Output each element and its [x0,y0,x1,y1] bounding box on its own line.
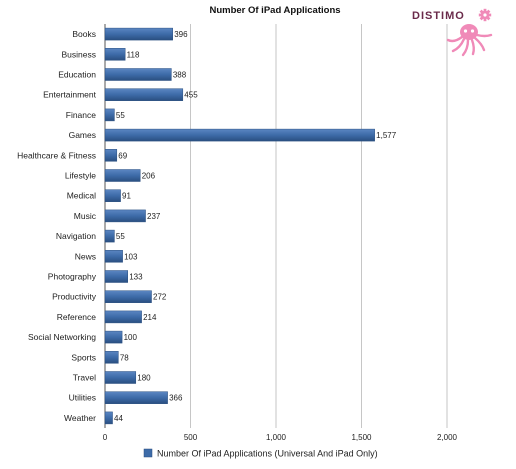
bar [104,351,119,364]
category-label: Photography [48,272,97,282]
category-label: Business [62,49,97,59]
bar [104,270,128,283]
octopus-tentacle [470,38,475,56]
bar [104,149,118,162]
bar [104,391,168,404]
data-label: 180 [137,374,151,383]
category-label: Finance [66,110,97,120]
category-label: Productivity [52,292,97,302]
category-label: Sports [71,352,96,362]
bar [104,48,126,61]
bar [104,250,123,263]
x-tick-label: 500 [184,433,198,442]
category-label: Games [69,130,96,140]
grid-lines [104,24,448,428]
octopus-tentacle [473,36,486,52]
bar [104,189,121,202]
x-tick-label: 1,000 [266,433,287,442]
bar [104,411,113,425]
bar [104,229,115,243]
gear-tooth [486,16,491,21]
value-labels: 396 118 388 455 55 1,577 69 206 91 237 55 103 133 272… [114,30,397,423]
category-label: Travel [73,373,96,383]
bars [104,27,375,425]
category-label: Music [74,211,97,221]
data-label: 237 [147,212,161,221]
category-label: News [75,251,96,261]
octopus-tentacle [461,38,470,57]
data-label: 1,577 [376,131,397,140]
x-tick-label: 1,500 [351,433,372,442]
category-label: Medical [67,191,96,201]
octopus-eye [470,29,475,33]
data-label: 78 [120,353,129,362]
octopus-icon [446,24,493,57]
bar [104,68,172,81]
category-label: Navigation [56,231,96,241]
legend-swatch [143,448,153,458]
category-label: Utilities [69,393,96,403]
category-labels: Books Business Education Entertainment Finan… [17,29,97,423]
bar [104,330,123,344]
category-label: Books [72,29,96,39]
bar [104,209,146,223]
category-label: Lifestyle [65,171,96,181]
category-label: Social Networking [28,332,96,342]
gear-tooth [479,9,484,14]
gear-hole [483,13,487,17]
octopus-tentacle [446,35,464,43]
data-label: 44 [114,414,123,423]
bar [104,169,141,182]
legend: Number Of iPad Applications (Universal A… [143,448,378,459]
x-axis-ticks: 0 500 1,000 1,500 2,000 [103,433,458,442]
data-label: 455 [184,91,198,100]
legend-label: Number Of iPad Applications (Universal A… [157,449,378,459]
data-label: 69 [118,151,127,160]
x-tick-label: 0 [103,433,108,442]
gear-tooth [483,18,487,22]
bar [104,128,375,142]
bar [104,27,173,41]
data-label: 55 [116,232,125,241]
distimo-logo: DISTIMO [412,8,493,57]
data-label: 91 [122,192,131,201]
octopus-head [460,24,478,40]
chart-title: Number Of iPad Applications [209,5,340,16]
octopus-eye [463,29,468,33]
bar [104,290,152,303]
data-label: 366 [169,394,183,403]
gear-tooth [478,13,482,17]
bar [104,310,142,324]
data-label: 100 [124,333,138,342]
data-label: 396 [174,30,188,39]
data-label: 103 [124,252,138,261]
gear-icon [478,8,492,22]
category-label: Reference [57,312,96,322]
category-label: Entertainment [43,90,97,100]
bar [104,88,184,101]
gear-tooth [479,16,484,21]
category-label: Healthcare & Fitness [17,150,96,160]
data-label: 133 [129,273,143,282]
data-label: 388 [173,71,187,80]
data-label: 272 [153,293,167,302]
bar [104,108,115,122]
category-label: Education [58,70,96,80]
gear-tooth [486,9,491,14]
data-label: 55 [116,111,125,120]
data-label: 206 [142,172,156,181]
octopus-tentacle [475,33,493,38]
gear-tooth [488,13,492,17]
bar [104,371,137,384]
category-label: Weather [64,413,96,423]
data-label: 118 [127,50,140,59]
logo-text: DISTIMO [412,10,465,22]
x-tick-label: 2,000 [437,433,458,442]
octopus-tentacle [451,37,466,53]
gear-tooth [483,8,487,12]
data-label: 214 [143,313,157,322]
